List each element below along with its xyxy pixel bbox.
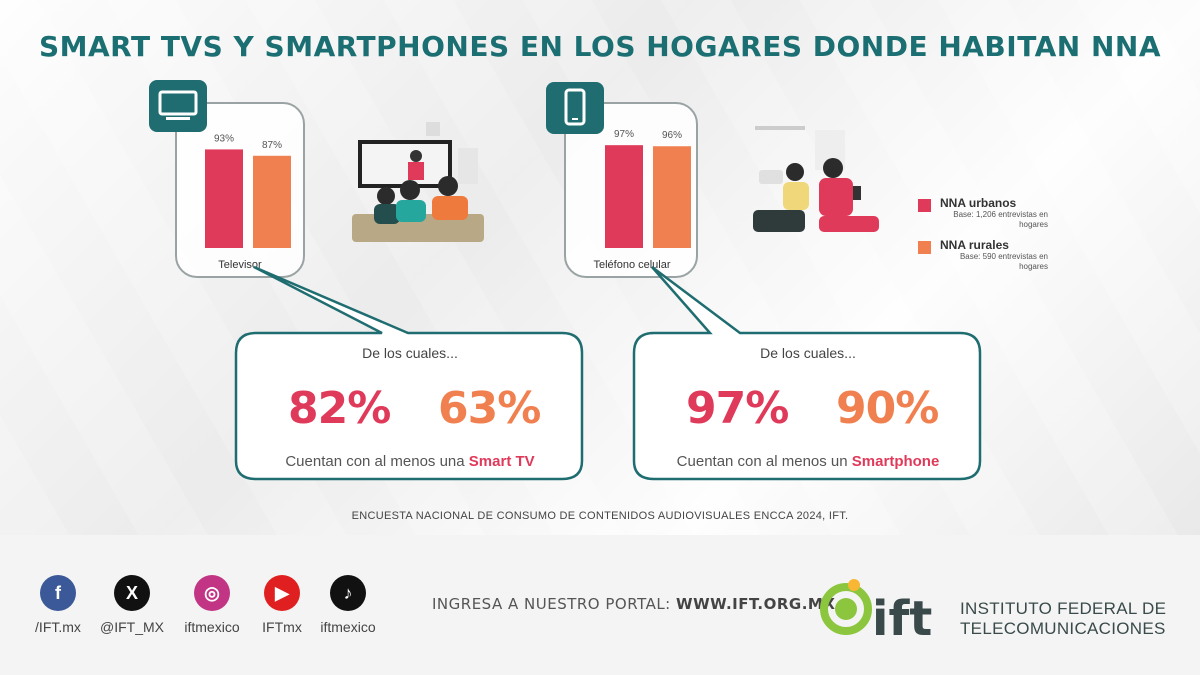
legend-label: NNA rurales (940, 238, 1009, 252)
social-instagram[interactable]: ◎ iftmexico (172, 575, 252, 635)
callout-text: Cuentan con al menos un Smartphone (630, 453, 986, 470)
org-line-1: INSTITUTO FEDERAL DE (960, 599, 1167, 618)
legend-item-rurales: NNA rurales Base: 590 entrevistas en hog… (918, 238, 1048, 272)
phone-bar-chart: 97% 96% Teléfono celular (593, 129, 691, 270)
callout-text-body: Cuentan con al menos una (285, 453, 469, 470)
social-tiktok[interactable]: ♪ iftmexico (308, 575, 388, 635)
social-x[interactable]: X @IFT_MX (92, 575, 172, 635)
kids-using-phones-illustration (753, 126, 879, 232)
callout-value-rurales: 63% (438, 383, 541, 434)
callout-highlight: Smartphone (851, 453, 940, 470)
social-label: iftmexico (320, 619, 376, 635)
callout-value-urbanos: 82% (288, 383, 391, 434)
ift-logo-text: ift (872, 591, 932, 647)
callout-intro: De los cuales... (362, 345, 458, 361)
callout-value-urbanos: 97% (686, 383, 789, 434)
social-label: iftmexico (184, 619, 240, 635)
bar-value-label: 96% (662, 130, 682, 141)
social-facebook[interactable]: f /IFT.mx (18, 575, 98, 635)
tv-icon (149, 80, 207, 132)
legend-item-urbanos: NNA urbanos Base: 1,206 entrevistas en h… (918, 196, 1048, 230)
portal-url[interactable]: WWW.IFT.ORG.MX (676, 595, 836, 613)
legend-base: Base: 1,206 entrevistas en hogares (953, 210, 1048, 229)
youtube-icon: ▶ (264, 575, 300, 611)
facebook-icon: f (40, 575, 76, 611)
footer: f /IFT.mx X @IFT_MX ◎ iftmexico ▶ IFTmx … (0, 535, 1200, 675)
bar-value-label: 93% (214, 133, 234, 144)
callout-text-body: Cuentan con al menos un (676, 453, 852, 470)
callout-intro: De los cuales... (760, 345, 856, 361)
portal-prefix: INGRESA A NUESTRO PORTAL: (432, 595, 671, 613)
ift-logo: ift (820, 579, 932, 647)
callout-highlight: Smart TV (468, 453, 535, 470)
social-label: IFTmx (262, 619, 302, 635)
bar-value-label: 97% (614, 129, 634, 140)
social-youtube[interactable]: ▶ IFTmx (242, 575, 322, 635)
smart-tv-callout: De los cuales... 82% 63% Cuentan con al … (232, 265, 588, 485)
legend: NNA urbanos Base: 1,206 entrevistas en h… (918, 196, 1048, 280)
legend-swatch-rurales (918, 241, 931, 254)
social-label: @IFT_MX (100, 619, 164, 635)
bar-value-label: 87% (262, 140, 282, 151)
family-watching-tv-illustration (352, 122, 484, 242)
bar-rurales (653, 146, 691, 248)
page-title: SMART TVS Y SMARTPHONES EN LOS HOGARES D… (38, 30, 1162, 63)
bar-urbanos (205, 149, 243, 248)
legend-swatch-urbanos (918, 199, 931, 212)
category-label: Teléfono celular (593, 259, 670, 270)
callout-text: Cuentan con al menos una Smart TV (232, 453, 588, 470)
portal-link[interactable]: INGRESA A NUESTRO PORTAL: WWW.IFT.ORG.MX (432, 595, 835, 613)
category-label: Televisor (218, 259, 262, 270)
bar-rurales (253, 155, 291, 248)
instagram-icon: ◎ (194, 575, 230, 611)
bar-urbanos (605, 145, 643, 248)
social-label: /IFT.mx (35, 619, 81, 635)
legend-base: Base: 590 entrevistas en hogares (959, 252, 1048, 271)
tiktok-icon: ♪ (330, 575, 366, 611)
x-icon: X (114, 575, 150, 611)
smartphone-icon (546, 82, 604, 134)
source-note: ENCUESTA NACIONAL DE CONSUMO DE CONTENID… (351, 510, 849, 522)
tv-bar-chart: 93% 87% Televisor (205, 133, 291, 270)
smartphone-callout: De los cuales... 97% 90% Cuentan con al … (630, 265, 986, 485)
org-line-2: TELECOMUNICACIONES (960, 619, 1166, 638)
callout-value-rurales: 90% (836, 383, 939, 434)
organization-name: INSTITUTO FEDERAL DE TELECOMUNICACIONES (960, 599, 1166, 639)
legend-label: NNA urbanos (940, 196, 1017, 210)
